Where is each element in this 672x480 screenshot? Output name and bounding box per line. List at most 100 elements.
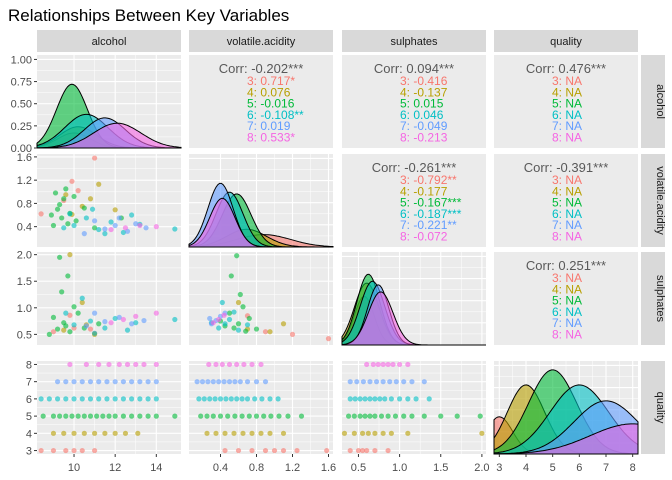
quality-point-3 xyxy=(271,447,278,454)
quality-point-7 xyxy=(373,379,380,385)
scatter-point-4 xyxy=(87,196,94,202)
quality-point-7 xyxy=(129,379,135,385)
corr-group-8: 8: NA xyxy=(552,328,582,342)
scatter-point-6 xyxy=(172,316,178,323)
y-tick-label: 5 xyxy=(26,411,32,423)
quality-point-7 xyxy=(253,379,260,385)
quality-point-6 xyxy=(382,396,388,402)
quality-point-5 xyxy=(285,413,291,419)
scatter-point-3 xyxy=(38,211,44,217)
y-tick-label: 1.00 xyxy=(11,54,32,66)
quality-point-6 xyxy=(196,396,202,402)
x-tick-label: 2.0 xyxy=(474,462,489,474)
quality-point-8 xyxy=(133,361,139,368)
quality-point-5 xyxy=(40,413,46,419)
y-tick-label: 4 xyxy=(26,428,32,440)
quality-point-3 xyxy=(50,447,57,454)
quality-point-4 xyxy=(240,430,246,436)
x-tick-label: 5 xyxy=(550,462,556,474)
x-tick-label: 0.4 xyxy=(213,462,228,474)
corr-group-6: 6: NA xyxy=(552,108,582,122)
quality-point-5 xyxy=(204,413,210,419)
quality-point-5 xyxy=(57,413,63,419)
quality-point-6 xyxy=(212,396,218,402)
scatter-point-6 xyxy=(235,327,242,333)
scatter-point-5 xyxy=(63,323,69,329)
scatter-point-8 xyxy=(153,310,159,316)
quality-point-5 xyxy=(69,413,75,419)
corr-group-6: 6: NA xyxy=(552,207,582,221)
panel-sulphates-quality xyxy=(494,252,638,345)
corr-group-8: 8: -0.213 xyxy=(400,131,448,145)
y-tick-label: 1.0 xyxy=(17,303,32,315)
y-tick-label: 7 xyxy=(26,377,32,389)
quality-point-5 xyxy=(392,413,399,419)
scatter-sulphates_quality xyxy=(341,361,485,454)
quality-point-7 xyxy=(104,379,110,385)
scatter-point-7 xyxy=(92,310,98,316)
panel-volatile.acidity-sulphates xyxy=(342,154,486,247)
corr-overall: Corr: -0.202*** xyxy=(219,61,304,76)
quality-point-6 xyxy=(397,396,403,402)
scatter-point-5 xyxy=(52,190,59,196)
quality-point-8 xyxy=(67,361,73,368)
quality-point-6 xyxy=(120,396,126,402)
scatter-point-6 xyxy=(67,211,73,217)
quality-point-6 xyxy=(372,396,378,402)
quality-point-6 xyxy=(137,396,143,402)
quality-point-3 xyxy=(280,447,287,454)
corr-group-7: 7: -0.049 xyxy=(400,119,448,133)
quality-point-5 xyxy=(87,413,94,419)
y-tick-label: 0.8 xyxy=(17,198,32,210)
quality-point-7 xyxy=(237,379,243,385)
quality-point-6 xyxy=(228,396,234,402)
scatter-point-3 xyxy=(50,329,57,335)
quality-point-5 xyxy=(112,413,118,419)
scatter-point-5 xyxy=(48,212,55,218)
quality-point-6 xyxy=(252,396,258,402)
corr-group-4: 4: -0.177 xyxy=(400,184,448,198)
strip-label-right: sulphates xyxy=(654,275,666,323)
quality-point-7 xyxy=(63,379,69,385)
corr-overall: Corr: -0.391*** xyxy=(524,160,609,175)
scatter-point-8 xyxy=(216,316,222,323)
corr-group-8: 8: 0.533* xyxy=(247,131,295,145)
x-tick-label: 1.5 xyxy=(433,462,448,474)
panel-volatile.acidity-quality xyxy=(494,154,638,247)
quality-point-3 xyxy=(324,447,330,454)
quality-point-5 xyxy=(210,413,216,419)
strip-label-top: sulphates xyxy=(390,36,438,48)
panel-sulphates-alcohol xyxy=(37,252,181,345)
scatter-point-3 xyxy=(67,312,73,318)
scatter-point-6 xyxy=(79,295,85,301)
quality-point-4 xyxy=(249,430,255,436)
quality-point-6 xyxy=(207,396,213,402)
scatter-point-6 xyxy=(71,322,77,328)
panel-background xyxy=(189,252,333,345)
scatter-point-5 xyxy=(96,321,102,327)
scatter-point-5 xyxy=(59,289,65,295)
y-tick-label: 0.00 xyxy=(11,143,32,155)
strip-top-quality xyxy=(494,30,638,52)
quality-point-8 xyxy=(397,361,403,368)
quality-point-5 xyxy=(81,413,87,419)
quality-point-6 xyxy=(104,396,110,402)
quality-point-7 xyxy=(137,379,143,385)
quality-point-5 xyxy=(246,413,252,419)
corr-group-7: 7: NA xyxy=(552,316,582,330)
scatter-point-5 xyxy=(92,225,98,231)
quality-point-6 xyxy=(357,396,363,402)
corr-panel-sulphates-quality: Corr: 0.251***3: NA4: NA5: NA6: NA7: NA8… xyxy=(526,258,606,342)
corr-group-3: 3: 0.717* xyxy=(247,74,295,88)
quality-point-5 xyxy=(385,413,391,419)
scatter-point-6 xyxy=(172,226,178,232)
scatter-point-5 xyxy=(235,321,242,327)
quality-point-7 xyxy=(401,379,407,385)
quality-point-5 xyxy=(276,413,282,419)
scatter-point-5 xyxy=(65,221,71,227)
corr-group-4: 4: -0.137 xyxy=(400,85,448,99)
scatter-point-5 xyxy=(57,254,63,260)
panel-background xyxy=(494,55,638,148)
scatter-point-5 xyxy=(57,201,63,208)
